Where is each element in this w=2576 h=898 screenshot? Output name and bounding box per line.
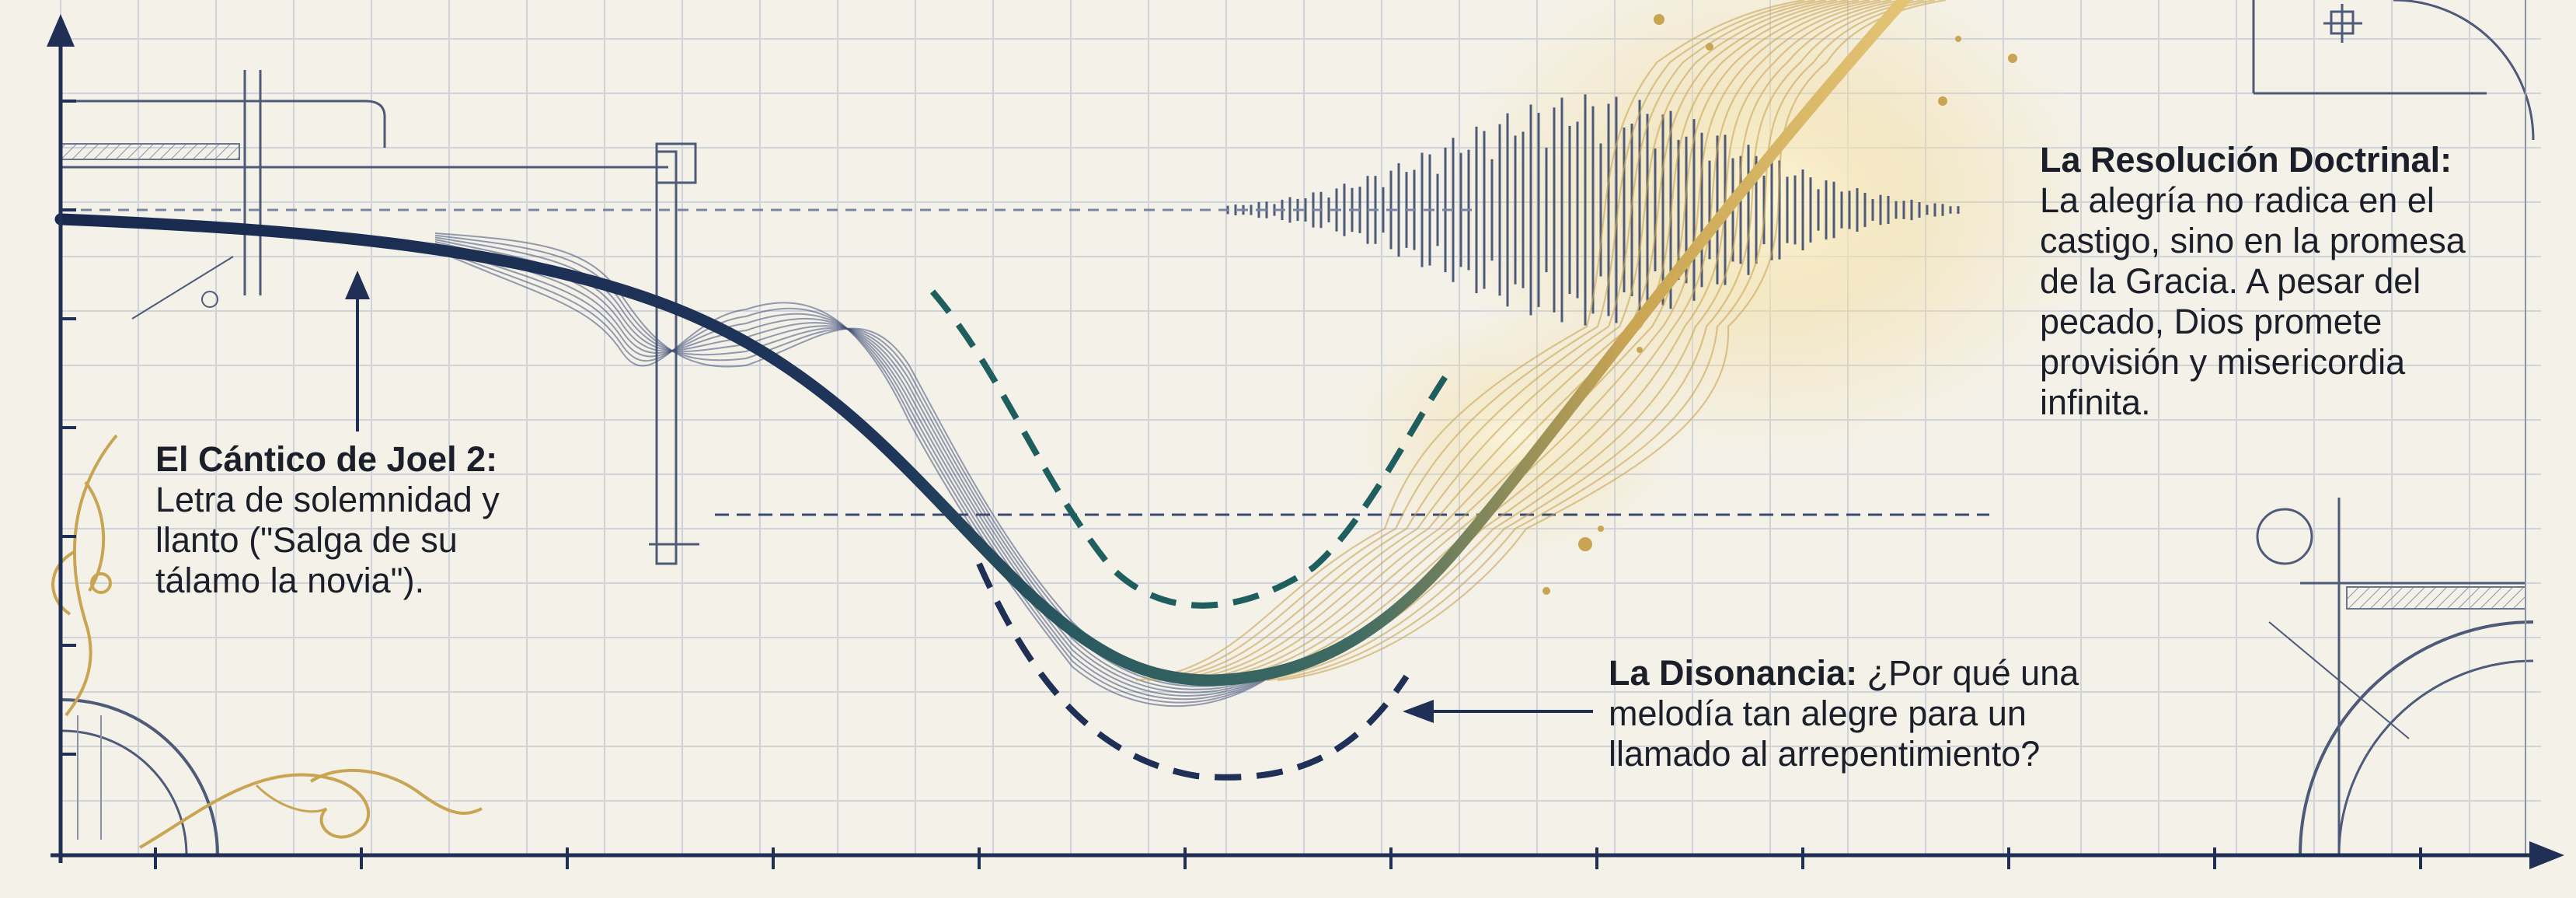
interference-line [434,246,1283,704]
interference-line [434,240,1283,694]
wave-interference-lines [434,232,1283,708]
dashed-envelope-upper [929,289,1456,609]
annotation-resolucion-line: provisión y misericordia [2040,342,2406,382]
x-axis-ticks [154,847,2422,869]
interference-line [434,249,1283,708]
annotation-disonancia-line: llamado al arrepentimiento? [1609,734,2041,774]
annotation-disonancia-title: La Disonancia: [1609,653,1858,693]
golden-rising-strands [1135,0,1947,682]
gold-strand [1211,0,1881,682]
gold-flourish-bottom [139,768,483,849]
gold-strand [1179,0,1849,682]
annotation-resolucion-line: pecado, Dios promete [2040,302,2383,341]
y-axis-ticks [61,100,76,756]
annotation-joel-title: El Cántico de Joel 2: [155,439,498,479]
annotation-joel-line: tálamo la novia"). [155,561,425,600]
annotation-resolucion: La Resolución Doctrinal: La alegría no r… [2040,140,2466,423]
interference-line [434,245,1283,701]
gold-strand [1201,0,1870,682]
annotation-resolucion-line: de la Gracia. A pesar del [2040,261,2421,301]
annotation-joel-line: llanto ("Salga de su [155,520,458,560]
interference-line [434,236,1283,687]
gold-strand [1146,0,1816,682]
interference-line [434,239,1283,690]
annotation-joel-line: Letra de solemnidad y [155,480,500,519]
background-grid [60,0,2541,855]
gold-strand [1168,0,1838,682]
annotation-disonancia-question: ¿Por qué una [1857,653,2079,693]
annotation-disonancia-line: melodía tan alegre para un [1609,694,2027,733]
gold-strand [1135,0,1805,682]
gold-flourish-left [51,434,118,717]
interference-line [434,243,1283,697]
annotation-resolucion-line: castigo, sino en la promesa [2040,221,2466,260]
gold-speckles [1542,14,2017,595]
annotation-resolucion-title: La Resolución Doctrinal: [2040,140,2452,180]
gold-strand [1222,0,1892,682]
arrow-to-dip [1403,700,1593,723]
x-axis [51,841,2564,869]
y-axis [47,14,75,863]
gold-strand [1266,0,1936,682]
annotation-resolucion-line: La alegría no radica en el [2040,180,2435,220]
gold-strand [1244,0,1914,682]
gold-strand [1157,0,1827,682]
main-melody-curve [54,0,1910,687]
annotation-resolucion-line: infinita. [2040,383,2151,422]
annotation-joel: El Cántico de Joel 2: Letra de solemnida… [155,439,500,601]
blueprint-decoration-left [60,70,699,856]
arrow-to-curve [345,271,370,432]
gold-strand [1277,0,1947,682]
dashed-envelope-lower [976,562,1410,781]
annotation-disonancia: La Disonancia: ¿Por qué una melodía tan … [1609,653,2079,774]
blueprint-decoration-right [2252,0,2535,856]
interference-line [434,232,1283,682]
gold-strand [1255,0,1925,682]
